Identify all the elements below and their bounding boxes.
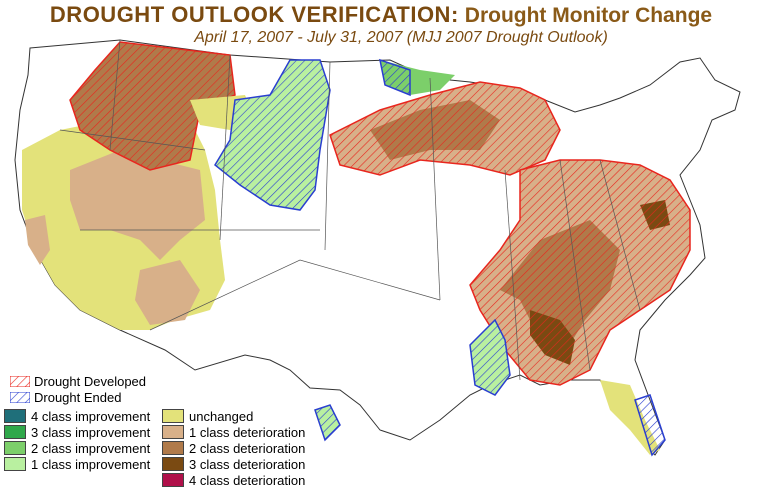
swatch xyxy=(162,457,184,471)
region-fl-improvement xyxy=(634,394,666,457)
region-basin-deterioration xyxy=(70,150,205,260)
region-gulf-hatch xyxy=(469,318,511,396)
legend-improve-2: 2 class improvement xyxy=(4,441,150,456)
red-hatch-swatch xyxy=(10,376,30,387)
swatch xyxy=(162,473,184,487)
state-borders xyxy=(59,39,641,381)
legend-improve-1: 1 class improvement xyxy=(4,457,150,472)
region-fl-unchanged xyxy=(600,380,660,455)
swatch xyxy=(4,457,26,471)
title-sub: Drought Monitor Change xyxy=(464,4,713,27)
legend-deteriorate-2: 2 class deterioration xyxy=(162,441,305,456)
title-main: DROUGHT OUTLOOK VERIFICATION: xyxy=(49,2,459,27)
swatch xyxy=(4,425,26,439)
legend-drought-developed: Drought Developed xyxy=(10,374,146,389)
legend-deteriorate-4: 4 class deterioration xyxy=(162,473,305,488)
swatch xyxy=(4,409,26,423)
blue-hatch-swatch xyxy=(10,392,30,403)
region-tx-hatch xyxy=(314,404,341,442)
region-wy-improvement-hatch xyxy=(214,59,331,211)
swatch xyxy=(4,441,26,455)
region-east-hatch xyxy=(469,159,691,386)
swatch xyxy=(162,409,184,423)
region-az-deterioration xyxy=(135,260,200,325)
region-midwest-hatch xyxy=(329,81,561,176)
page-subtitle: April 17, 2007 - July 31, 2007 (MJJ 2007… xyxy=(194,29,608,46)
legend-unchanged: unchanged xyxy=(162,409,253,424)
legend-improve-4: 4 class improvement xyxy=(4,409,150,424)
legend-deteriorate-1: 1 class deterioration xyxy=(162,425,305,440)
region-ca-deterioration xyxy=(25,215,50,265)
swatch xyxy=(162,441,184,455)
swatch xyxy=(162,425,184,439)
legend-improve-3: 3 class improvement xyxy=(4,425,150,440)
region-mn-hatch xyxy=(379,58,411,97)
legend-drought-ended: Drought Ended xyxy=(10,390,121,405)
legend-deteriorate-3: 3 class deterioration xyxy=(162,457,305,472)
page-title: DROUGHT OUTLOOK VERIFICATION: Drought Mon… xyxy=(0,2,762,28)
